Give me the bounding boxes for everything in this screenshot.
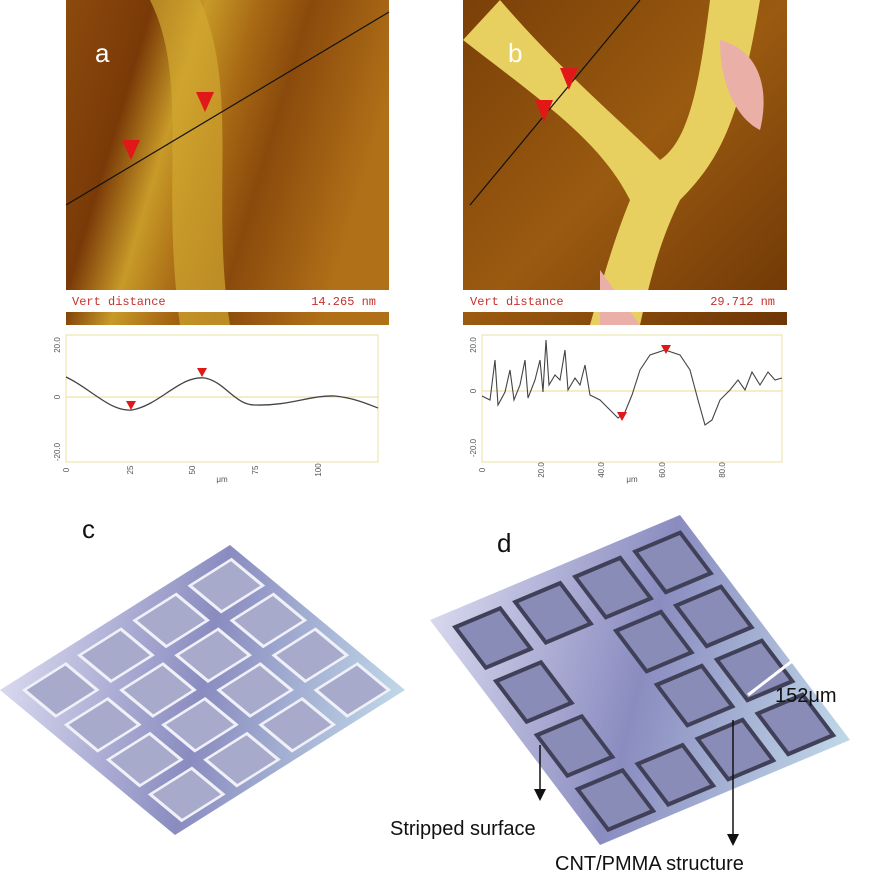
figure: a Vert distance 14.265 nm b Vert distanc…: [0, 0, 869, 881]
x-tick-label: 100: [314, 463, 323, 477]
y-tick-label: 20.0: [469, 337, 478, 353]
x-tick-label: 20.0: [537, 462, 546, 478]
measure-name: Vert distance: [470, 295, 564, 309]
x-unit: μm: [626, 475, 638, 484]
panel-c: c: [0, 514, 405, 835]
y-tick-label: 0: [53, 394, 62, 399]
panel-label: c: [82, 514, 95, 544]
plot-frame: [66, 335, 378, 462]
x-tick-label: 50: [188, 465, 197, 474]
measure-value: 29.712 nm: [710, 295, 775, 309]
plot-frame: [482, 335, 782, 462]
panel-a: a Vert distance 14.265 nm: [66, 0, 389, 325]
y-tick-label: -20.0: [469, 438, 478, 457]
annotation: CNT/PMMA structure: [555, 853, 744, 875]
x-tick-label: 60.0: [658, 462, 667, 478]
x-tick-label: 80.0: [718, 462, 727, 478]
annotation: 152μm: [775, 685, 837, 707]
measure-value: 14.265 nm: [311, 295, 376, 309]
panel-label: a: [95, 38, 110, 68]
surface-3d: [0, 545, 405, 835]
annotation: Stripped surface: [390, 818, 536, 840]
panel-label: b: [508, 38, 522, 68]
panel-label: d: [497, 528, 511, 558]
profile-b: 20.0 0 -20.0 0 20.0 40.0 60.0 80.0 μm: [469, 335, 782, 484]
x-tick-label: 75: [251, 465, 260, 474]
afm-image: [66, 0, 389, 325]
y-tick-label: 0: [469, 388, 478, 393]
panel-b: b Vert distance 29.712 nm: [463, 0, 787, 325]
x-tick-label: 40.0: [597, 462, 606, 478]
measure-name: Vert distance: [72, 295, 166, 309]
surface-3d: [430, 515, 850, 845]
panel-d: d 152μm Stripped surface CNT/PMMA struct…: [390, 515, 850, 875]
x-tick-label: 25: [126, 465, 135, 474]
y-tick-label: -20.0: [53, 442, 62, 461]
y-tick-label: 20.0: [53, 337, 62, 353]
x-tick-label: 0: [62, 467, 71, 472]
x-unit: μm: [216, 475, 228, 484]
profile-a: 20.0 0 -20.0 0 25 50 75 100 μm: [53, 335, 378, 484]
x-tick-label: 0: [478, 467, 487, 472]
